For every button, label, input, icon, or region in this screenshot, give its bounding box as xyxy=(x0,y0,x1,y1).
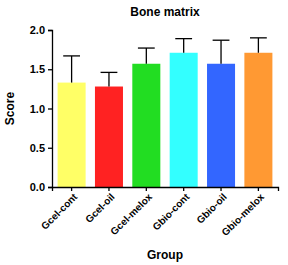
error-cap xyxy=(101,72,118,73)
error-cap xyxy=(213,40,230,41)
x-tick-mark xyxy=(258,187,259,191)
y-tick: 0.5 xyxy=(30,142,52,154)
bar xyxy=(244,53,272,187)
title: Bone matrix xyxy=(130,5,200,19)
error-cap xyxy=(175,38,192,39)
bar xyxy=(207,64,235,187)
error-bar xyxy=(250,38,267,53)
y-tick-label: 1.0 xyxy=(30,103,45,115)
error-cap xyxy=(138,47,155,48)
y-tick-mark xyxy=(48,69,52,70)
error-stem xyxy=(220,40,221,64)
bar xyxy=(170,53,198,187)
error-bar xyxy=(63,56,80,83)
marks xyxy=(58,38,273,187)
x-tick: Gbio-oil xyxy=(194,187,229,226)
y-tick: 1.5 xyxy=(30,63,52,75)
x-axis-title: Group xyxy=(147,248,183,262)
x-axis-line xyxy=(53,188,279,192)
chart: 0.0 0.5 1.0 1.5 2.0 Gcel-contGcel-oilGcel-mel… xyxy=(0,0,288,265)
y-tick: 2.0 xyxy=(30,24,52,36)
x-tick-mark xyxy=(146,187,147,191)
x-tick-label: Gcel-cont xyxy=(39,191,80,232)
x-tick-label: Gcel-oil xyxy=(83,191,117,225)
x-tick: Gcel-oil xyxy=(83,187,117,225)
x-tick-mark xyxy=(183,187,184,191)
error-stem xyxy=(108,72,109,86)
plot: 0.0 0.5 1.0 1.5 2.0 Gcel-contGcel-oilGcel-mel… xyxy=(30,24,279,238)
y-tick-label: 0.5 xyxy=(30,142,45,154)
y-tick: 1.0 xyxy=(30,103,52,115)
x-tick-mark xyxy=(71,187,72,191)
y-axis-line xyxy=(48,31,53,188)
bar xyxy=(58,83,86,187)
x-tick-label: Gcel-melox xyxy=(108,191,154,237)
error-stem xyxy=(183,39,184,53)
bar xyxy=(132,64,160,187)
y-axis-title: Score xyxy=(3,92,17,126)
bar xyxy=(95,87,123,187)
error-stem xyxy=(71,56,72,83)
error-bar xyxy=(175,39,192,53)
x-tick: Gcel-melox xyxy=(108,187,154,237)
y-tick: 0.0 xyxy=(30,181,52,193)
error-stem xyxy=(146,48,147,64)
x-tick: Gbio-cont xyxy=(150,187,192,232)
x-tick-mark xyxy=(108,187,109,191)
x-tick: Gbio-melox xyxy=(219,187,266,238)
error-bar xyxy=(213,40,230,64)
x-tick-label: Gbio-melox xyxy=(219,191,266,238)
x-tick-label: Gbio-cont xyxy=(150,191,192,233)
error-stem xyxy=(258,38,259,53)
y-axis: 0.0 0.5 1.0 1.5 2.0 xyxy=(30,24,53,193)
error-cap xyxy=(63,55,80,56)
error-bar xyxy=(138,48,155,64)
x-axis: Gcel-contGcel-oilGcel-meloxGbio-contGbio… xyxy=(39,187,279,238)
error-bar xyxy=(101,72,118,86)
y-tick-label: 0.0 xyxy=(30,181,45,193)
y-tick-label: 1.5 xyxy=(30,63,45,75)
y-tick-mark xyxy=(48,108,52,109)
x-tick: Gcel-cont xyxy=(39,187,80,232)
y-tick-mark xyxy=(48,30,52,31)
y-tick-mark xyxy=(48,187,52,188)
x-tick-label: Gbio-oil xyxy=(194,191,229,226)
x-tick-mark xyxy=(220,187,221,191)
error-cap xyxy=(250,37,267,38)
y-tick-label: 2.0 xyxy=(30,24,45,36)
y-tick-mark xyxy=(48,148,52,149)
